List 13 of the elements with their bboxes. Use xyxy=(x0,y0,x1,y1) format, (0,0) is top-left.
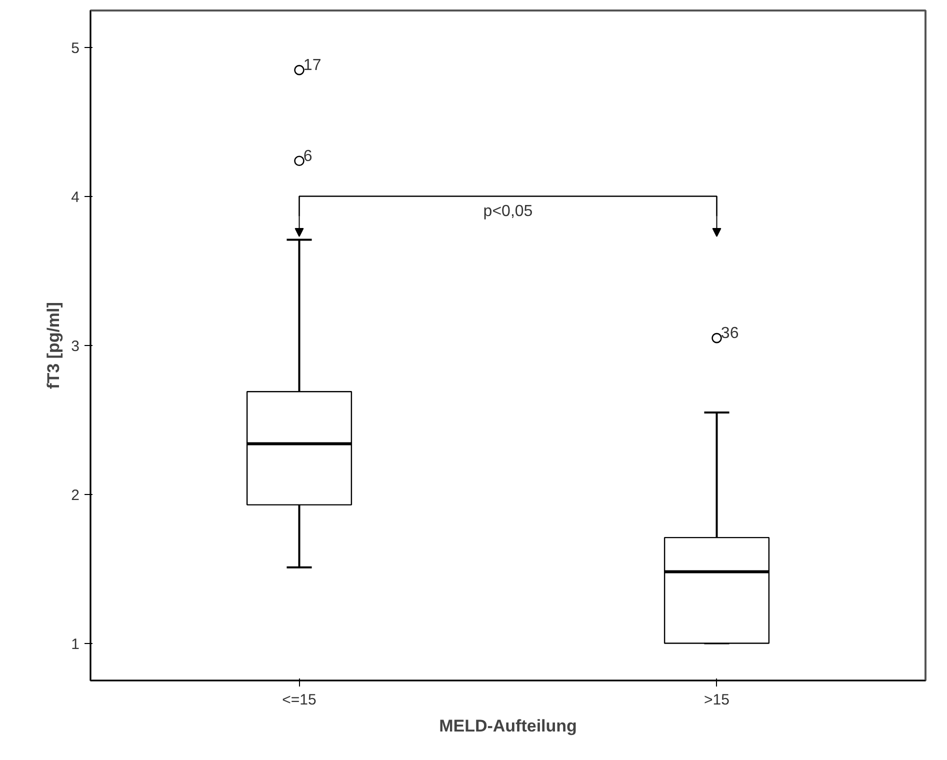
annotation: 6 xyxy=(303,148,312,165)
y-axis-title: fT3 [pg/ml] xyxy=(44,302,64,389)
y-tick-label: 2 xyxy=(71,486,80,504)
annotation: 17 xyxy=(303,57,322,74)
y-tick-label: 1 xyxy=(71,636,80,653)
annotation: p<0,05 xyxy=(483,202,533,220)
y-tick-label: 5 xyxy=(71,40,80,58)
y-tick-label: 3 xyxy=(71,338,80,355)
x-axis-title: MELD-Aufteilung xyxy=(439,716,577,736)
x-tick-label: <=15 xyxy=(282,692,316,708)
y-tick-label: 4 xyxy=(71,189,80,206)
x-tick-label: >15 xyxy=(704,692,730,708)
annotation: 36 xyxy=(720,325,739,342)
